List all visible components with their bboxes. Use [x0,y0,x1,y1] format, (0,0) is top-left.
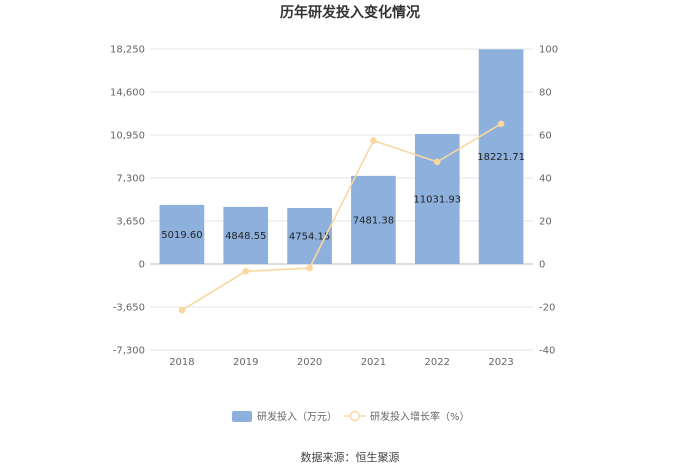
bar [287,207,332,264]
left-tick-label: -7,300 [113,346,145,357]
line-point [370,137,377,144]
right-axis: 100 80 60 40 20 0 -20 -40 [539,45,558,357]
x-tick-label: 2021 [361,357,386,368]
x-tick-label: 2023 [488,357,513,368]
bar-value-label: 5019.60 [161,230,202,241]
right-tick-label: -20 [539,303,555,314]
bar-value-label: 11031.93 [413,195,461,206]
left-tick-label: 18,250 [110,45,145,56]
legend-bar-label: 研发投入（万元） [257,410,337,423]
legend: 研发投入（万元） 研发投入增长率（%） [232,410,470,423]
source-note: 数据来源：恒生聚源 [301,450,400,464]
x-tick-label: 2022 [425,357,450,368]
bar-labels: 5019.60 4848.55 4754.15 7481.38 11031.93 1822… [161,152,525,242]
left-tick-label: 0 [139,260,145,271]
right-tick-label: -40 [539,346,555,357]
left-tick-label: 7,300 [116,174,145,185]
line-point [433,158,441,166]
bar-value-label: 7481.38 [353,215,394,226]
grid-lines [150,48,533,351]
right-tick-label: 60 [539,131,552,142]
left-tick-label: -3,650 [113,303,145,314]
bar-value-label: 4848.55 [225,231,266,242]
line-point [242,268,250,275]
right-tick-label: 0 [539,260,545,271]
x-tick-label: 2018 [169,357,194,368]
legend-line-marker [349,410,361,422]
legend-bar-swatch [232,411,252,422]
bar [414,134,460,264]
line-point [306,264,313,272]
growth-line [181,123,502,311]
x-tick-label: 2020 [297,357,322,368]
right-tick-label: 80 [539,88,552,99]
chart-title: 历年研发投入变化情况 [280,4,420,21]
right-tick-label: 100 [539,45,558,56]
left-tick-label: 10,950 [110,131,145,142]
bar-value-label: 4754.15 [289,231,330,242]
bar-value-label: 18221.71 [477,152,525,163]
x-axis: 2018 2019 2020 2021 2022 2023 [169,357,514,368]
left-axis: 18,250 14,600 10,950 7,300 3,650 0 -3,650 -7,30… [110,45,145,357]
right-tick-label: 20 [539,217,552,228]
bar [478,49,524,264]
bar [223,206,269,264]
line-point [497,120,505,128]
left-tick-label: 3,650 [116,217,145,228]
line-series [178,120,505,314]
x-tick-label: 2019 [233,357,258,368]
right-tick-label: 40 [539,174,552,185]
legend-line-label: 研发投入增长率（%） [370,410,470,423]
left-tick-label: 14,600 [110,88,145,99]
bar [351,175,396,264]
bar-series [159,49,524,264]
bar [159,204,205,264]
line-point [178,306,186,314]
